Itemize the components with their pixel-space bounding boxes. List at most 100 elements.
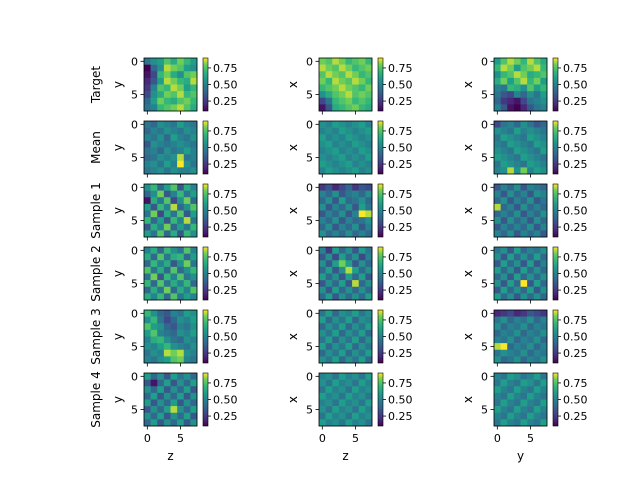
heatmap-cell	[170, 223, 178, 231]
heatmap-cell	[513, 336, 521, 344]
heatmap-cell	[177, 134, 185, 142]
heatmap-cell	[527, 419, 535, 427]
heatmap-cell	[325, 247, 333, 254]
heatmap-cell	[533, 230, 541, 238]
heatmap-cell	[513, 84, 521, 92]
heatmap-cell	[365, 77, 373, 85]
heatmap-cell	[494, 336, 501, 344]
heatmap-cell	[157, 412, 165, 420]
heatmap-cell	[527, 167, 535, 175]
heatmap-cell	[338, 127, 346, 135]
heatmap-cell	[170, 399, 178, 407]
heatmap-cell	[150, 273, 158, 281]
heatmap-cell	[177, 197, 185, 205]
heatmap-cell	[345, 399, 353, 407]
heatmap-cell	[507, 406, 515, 414]
heatmap-cell	[319, 154, 326, 162]
heatmap-cell	[157, 230, 165, 238]
heatmap-cell	[144, 412, 151, 420]
heatmap-cell	[345, 203, 353, 211]
heatmap-cell	[332, 223, 340, 231]
heatmap-cell	[325, 147, 333, 155]
heatmap-cell	[507, 184, 515, 191]
heatmap-cell	[144, 84, 151, 92]
heatmap-cell	[177, 293, 185, 301]
heatmap-cell	[332, 91, 340, 99]
heatmap-cell	[157, 310, 165, 317]
heatmap-cell	[150, 160, 158, 168]
heatmap-cell	[540, 160, 548, 168]
heatmap-cell	[527, 406, 535, 414]
heatmap-cell	[190, 247, 198, 254]
heatmap-cell	[540, 373, 548, 380]
heatmap-cell	[144, 266, 151, 274]
heatmap-cell	[520, 412, 528, 420]
heatmap-cell	[494, 406, 501, 414]
heatmap-panel-r2-c1: 0 5y 0.25 0.50 0.75 Mean	[89, 118, 238, 178]
colorbar-tick-label: 0.50	[388, 142, 413, 155]
heatmap-cell	[144, 260, 151, 268]
heatmap-cell	[345, 386, 353, 394]
heatmap-cell	[163, 91, 171, 99]
panels-layer: 05y0.250.500.75Target05x0.250.500.7505x0…	[89, 55, 588, 463]
heatmap-cell	[494, 121, 501, 128]
heatmap-cell	[352, 356, 360, 364]
heatmap-cell	[533, 379, 541, 387]
heatmap-cell	[163, 356, 171, 364]
heatmap-cell	[325, 64, 333, 72]
heatmap-cell	[345, 266, 353, 274]
heatmap-cell	[332, 140, 340, 148]
heatmap-cell	[527, 329, 535, 337]
heatmap-cell	[150, 210, 158, 218]
heatmap-cell	[163, 247, 171, 254]
heatmap-cell	[163, 217, 171, 225]
heatmap-cell	[332, 336, 340, 344]
heatmap-cell	[365, 293, 373, 301]
heatmap-cell	[345, 58, 353, 65]
heatmap-cell	[183, 386, 191, 394]
panel-frame	[143, 120, 198, 175]
colorbar-tick-label: 0.25	[388, 347, 413, 360]
heatmap-cell	[527, 77, 535, 85]
heatmap-cell	[163, 310, 171, 317]
heatmap-cell	[352, 167, 360, 175]
heatmap-cell	[345, 127, 353, 135]
heatmap-cell	[177, 310, 185, 317]
heatmap-cell	[183, 71, 191, 79]
heatmap-cell	[190, 203, 198, 211]
heatmap-cell	[177, 97, 185, 105]
heatmap-cell	[540, 419, 548, 427]
row-label: Sample 1	[89, 182, 103, 238]
colorbar-tick-label: 0.75	[388, 188, 413, 201]
heatmap-cell	[332, 412, 340, 420]
x-tick-label: 0	[144, 432, 151, 445]
heatmap-cell	[352, 147, 360, 155]
heatmap-cell	[527, 379, 535, 387]
colorbar-tick-label: 0.25	[388, 158, 413, 171]
heatmap-cell	[533, 190, 541, 198]
heatmap-cell	[163, 406, 171, 414]
heatmap-cell	[365, 203, 373, 211]
heatmap-cell	[358, 406, 366, 414]
heatmap-cell	[150, 203, 158, 211]
heatmap-cell	[507, 323, 515, 331]
heatmap-panel-r5-c3: 0 5x 0.25 0.50 0.75	[461, 307, 588, 367]
heatmap-cell	[520, 58, 528, 65]
heatmap-cell	[540, 266, 548, 274]
heatmap-cell	[190, 91, 198, 99]
heatmap-cell	[513, 140, 521, 148]
panel-frame	[143, 57, 198, 112]
heatmap-panel-r4-c3: 0 5x 0.25 0.50 0.75	[461, 244, 588, 304]
heatmap-cell	[183, 84, 191, 92]
heatmap-cell	[170, 77, 178, 85]
heatmap-cell	[338, 97, 346, 105]
heatmap-cell	[494, 386, 501, 394]
heatmap-cell	[144, 379, 151, 387]
heatmap-cell	[319, 399, 326, 407]
heatmap-cell	[163, 140, 171, 148]
heatmap-cell	[358, 217, 366, 225]
y-tick-label: 0	[306, 118, 313, 131]
colorbar-tick-label: 0.75	[563, 377, 588, 390]
heatmap-cell	[507, 316, 515, 324]
heatmap-cell	[540, 104, 548, 112]
